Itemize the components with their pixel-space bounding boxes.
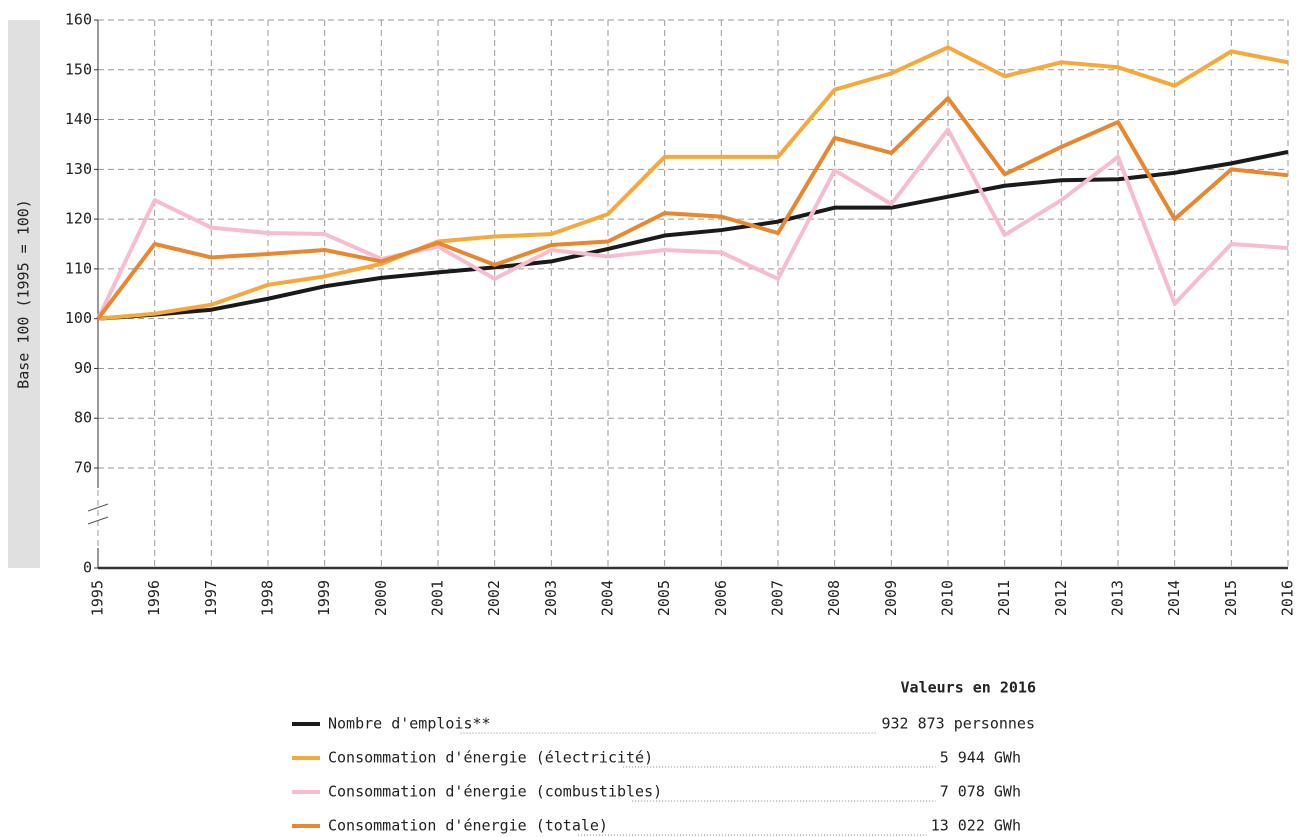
x-tick-label: 2007 — [769, 580, 787, 616]
axis-break — [87, 516, 109, 525]
y-axis-label: Base 100 (1995 = 100) — [15, 199, 33, 389]
x-tick-label: 2004 — [599, 580, 617, 616]
axis-break — [87, 503, 109, 512]
x-tick-label: 2014 — [1165, 580, 1183, 616]
x-tick-label: 2008 — [825, 580, 843, 616]
x-tick-label: 1999 — [315, 580, 333, 616]
y-tick-label: 0 — [83, 559, 92, 577]
x-tick-label: 2010 — [939, 580, 957, 616]
x-tick-label: 2003 — [542, 580, 560, 616]
x-tick-label: 2012 — [1052, 580, 1070, 616]
y-tick-label: 150 — [65, 60, 92, 78]
x-tick-label: 1996 — [145, 580, 163, 616]
series-line — [97, 45, 1289, 321]
x-tick-label: 2015 — [1222, 580, 1240, 616]
x-tick-label: 2016 — [1279, 580, 1297, 616]
y-tick-label: 100 — [65, 309, 92, 327]
y-tick-label: 110 — [65, 259, 92, 277]
y-tick-label: 160 — [65, 11, 92, 29]
x-tick-label: 1995 — [89, 580, 107, 616]
legend-label: Consommation d'énergie (totale) — [328, 817, 608, 835]
y-tick-label: 70 — [74, 459, 92, 477]
x-tick-label: 2002 — [485, 580, 503, 616]
legend-value: 13 022 GWh — [931, 817, 1021, 835]
y-tick-label: 120 — [65, 210, 92, 228]
legend-label: Consommation d'énergie (combustibles) — [328, 783, 662, 801]
legend-title: Valeurs en 2016 — [901, 679, 1036, 697]
series-line — [96, 127, 1289, 320]
x-tick-label: 2006 — [712, 580, 730, 616]
x-tick-label: 2005 — [655, 580, 673, 616]
y-label-box — [8, 20, 40, 568]
x-tick-label: 2001 — [429, 580, 447, 616]
x-tick-label: 1998 — [259, 580, 277, 616]
x-tick-label: 2013 — [1109, 580, 1127, 616]
x-tick-label: 1997 — [202, 580, 220, 616]
x-tick-label: 2009 — [882, 580, 900, 616]
y-tick-label: 140 — [65, 110, 92, 128]
legend-value: 7 078 GWh — [940, 783, 1021, 801]
y-tick-label: 130 — [65, 160, 92, 178]
x-tick-label: 2000 — [372, 580, 390, 616]
y-tick-label: 80 — [74, 409, 92, 427]
x-tick-label: 2011 — [995, 580, 1013, 616]
legend-label: Consommation d'énergie (électricité) — [328, 749, 653, 767]
legend-label: Nombre d'emplois** — [328, 715, 491, 733]
legend-value: 932 873 personnes — [881, 715, 1035, 733]
series-line — [96, 96, 1289, 320]
series-line — [97, 149, 1289, 321]
y-tick-label: 90 — [74, 359, 92, 377]
legend-value: 5 944 GWh — [940, 749, 1021, 767]
